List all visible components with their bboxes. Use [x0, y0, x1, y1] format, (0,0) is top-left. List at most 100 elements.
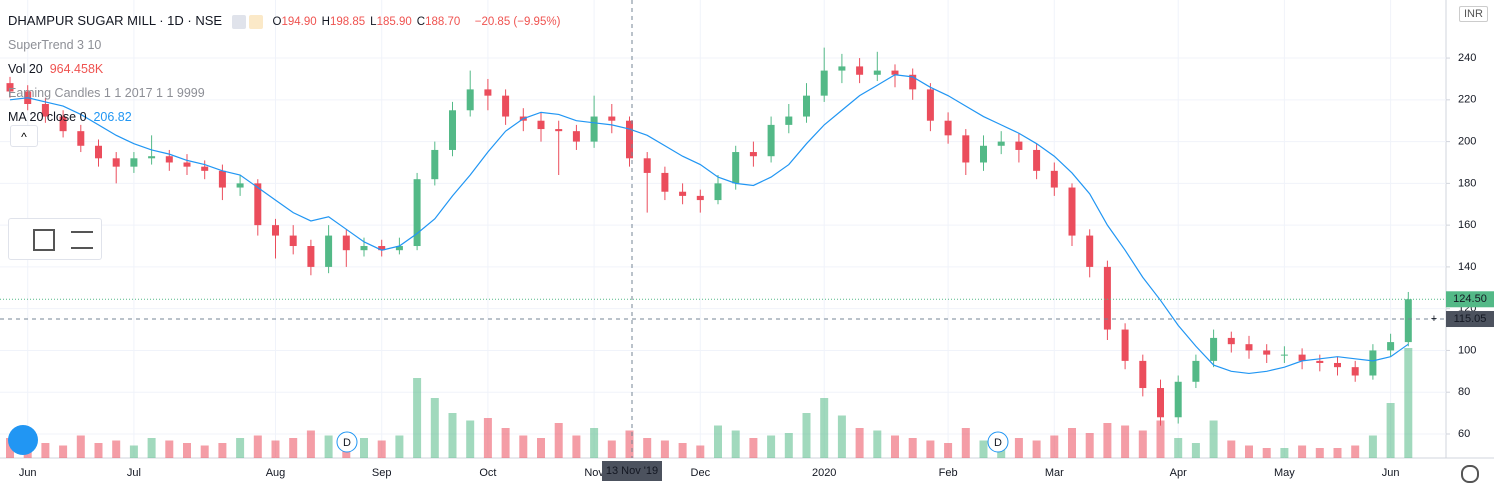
volume-bar — [1386, 403, 1395, 458]
drawing-toolbar[interactable] — [8, 218, 102, 260]
volume-bar — [466, 420, 475, 458]
candle-body — [873, 70, 881, 75]
volume-bar — [784, 433, 793, 458]
volume-bar — [1209, 420, 1218, 458]
collapse-button[interactable]: ^ — [10, 125, 38, 147]
candle-body — [236, 183, 244, 188]
volume-bar — [1351, 445, 1360, 458]
legend: DHAMPUR SUGAR MILL · 1D · NSE O194.90 H19… — [8, 9, 560, 129]
x-tick-label: Nov — [584, 467, 604, 479]
volume-bar — [961, 428, 970, 458]
crosshair-price-label: 115.05 — [1454, 313, 1487, 325]
volume-bar — [837, 415, 846, 458]
indicator: Earning Candles 1 1 2017 1 1 9999 — [8, 81, 560, 105]
volume-bar — [41, 443, 50, 458]
volume-bar — [714, 425, 722, 458]
candle-body — [572, 131, 580, 142]
candle-body — [891, 70, 899, 75]
volume-bar — [147, 438, 156, 458]
volume-bar — [607, 440, 616, 458]
indicator: SuperTrend 3 10 — [8, 33, 560, 57]
volume-bar — [873, 430, 882, 458]
ohlc-label: H — [321, 16, 330, 28]
icon[interactable] — [231, 14, 246, 29]
rect-tool[interactable] — [33, 229, 55, 251]
candle-body — [803, 95, 810, 117]
candle-body — [1334, 362, 1341, 368]
candle-body — [378, 246, 386, 251]
lines-tool[interactable] — [71, 231, 93, 249]
candle-body — [1210, 337, 1218, 361]
candle-body — [1280, 354, 1288, 356]
candle-body — [785, 116, 793, 125]
volume-bar — [767, 435, 776, 458]
candle-body — [749, 152, 757, 157]
candle-body — [1174, 381, 1182, 418]
candle-body — [626, 120, 633, 159]
volume-bar — [377, 440, 386, 458]
candle-body — [1192, 360, 1200, 382]
volume-bar — [112, 440, 121, 458]
ohlc: O194.90 H198.85 L185.90 C188.70 — [273, 16, 466, 28]
volume-bar — [129, 445, 138, 458]
candle-body — [537, 120, 545, 130]
marker-label: D — [994, 437, 1002, 449]
candle-body — [909, 74, 917, 90]
volume-bar — [1050, 435, 1059, 458]
candle-body — [254, 183, 262, 226]
candle-body — [679, 191, 687, 196]
candle-body — [413, 179, 421, 247]
volume-bar — [1191, 443, 1200, 458]
volume-bar — [1032, 440, 1041, 458]
candle-body — [1227, 337, 1235, 345]
volume-bar — [289, 438, 298, 458]
marker — [987, 431, 1009, 453]
x-tick-label: Apr — [1170, 467, 1187, 479]
candle-body — [590, 116, 598, 142]
volume-bar — [1280, 448, 1289, 458]
x-tick-label: Jul — [127, 467, 141, 479]
candle-body — [1404, 299, 1412, 343]
candle-body — [1068, 187, 1076, 236]
candle-body — [1157, 388, 1164, 418]
candle-body — [112, 158, 120, 167]
candle-body — [502, 95, 510, 117]
candle-body — [608, 116, 616, 121]
settings-button[interactable] — [1461, 465, 1479, 483]
volume-bar — [554, 423, 563, 458]
volume-bar — [572, 435, 581, 458]
crosshair-price-tag — [1446, 311, 1494, 328]
candle-body — [1369, 350, 1377, 376]
y-tick-label: 180 — [1458, 177, 1476, 189]
volume-bar — [590, 428, 599, 458]
candle-body — [395, 246, 403, 251]
volume-bar — [253, 435, 262, 458]
candle-body — [643, 158, 651, 173]
volume-bar — [165, 440, 174, 458]
indicator: MA 20 close 0 206.82 — [8, 105, 560, 129]
volume-bar — [926, 440, 935, 458]
logo[interactable] — [8, 425, 38, 455]
candle-body — [856, 66, 864, 75]
volume-bar — [1014, 438, 1023, 458]
candle-body — [41, 104, 49, 117]
volume-bar — [59, 445, 68, 458]
candle-body — [165, 156, 173, 163]
candle-body — [1263, 350, 1271, 355]
price-axis — [1446, 0, 1494, 487]
candle-body — [1033, 149, 1041, 171]
indicator-name: MA 20 close 0 — [8, 110, 87, 124]
y-tick-label: 200 — [1458, 136, 1476, 148]
marker — [336, 431, 358, 453]
x-tick-label: Feb — [939, 467, 958, 479]
candle-body — [555, 129, 563, 132]
volume-bar — [1404, 348, 1413, 458]
ma-line — [9, 74, 1409, 375]
indicator-name: SuperTrend 3 10 — [8, 38, 102, 52]
icon[interactable] — [249, 14, 264, 29]
x-tick-label: May — [1274, 467, 1295, 479]
candle-body — [289, 235, 297, 247]
candle-body — [360, 246, 368, 251]
